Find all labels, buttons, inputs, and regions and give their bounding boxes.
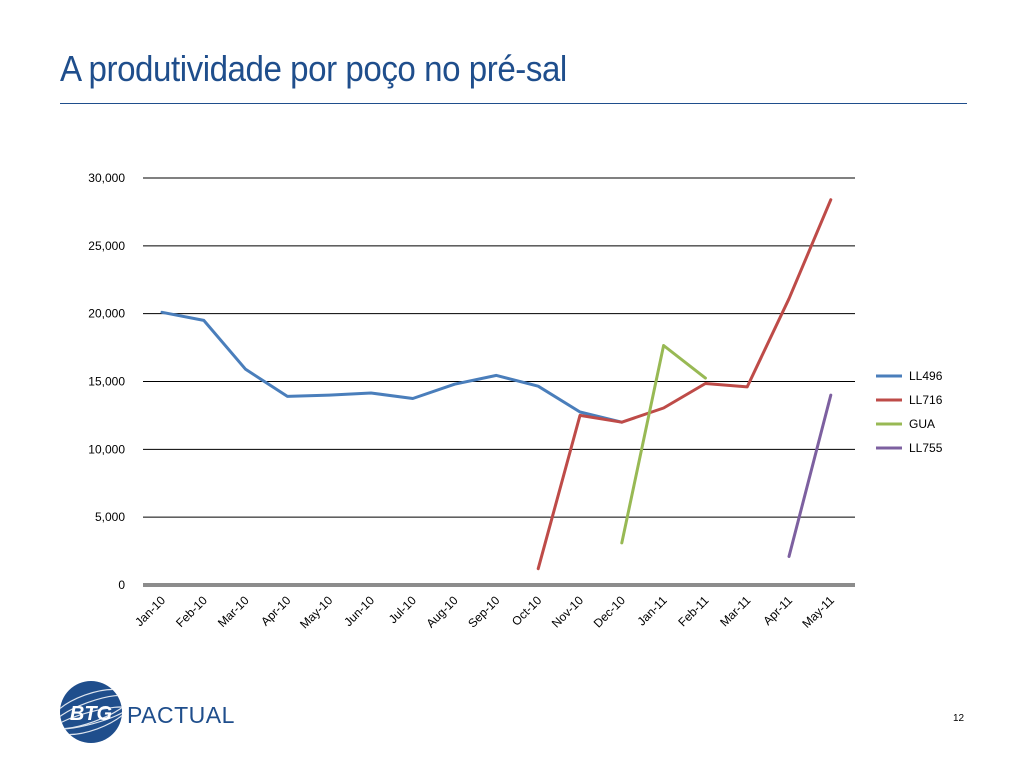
y-tick-label: 30,000 [88,171,125,185]
x-tick-label: Jun-10 [341,593,377,629]
x-tick-label: Nov-10 [549,593,586,630]
chart-legend: LL496 LL716 GUA LL755 [876,369,943,455]
x-axis: Jan-10 Feb-10 Mar-10 Apr-10 May-10 Jun-10 Jul-… [132,593,837,631]
x-tick-label: Mar-11 [717,593,753,629]
legend-label: LL716 [909,393,943,407]
x-tick-label: Sep-10 [465,593,502,630]
chart-series [160,198,833,571]
x-tick-label: Mar-10 [215,593,252,630]
y-tick-label: 25,000 [88,239,125,253]
title-divider [60,103,967,104]
x-tick-label: Jan-10 [132,593,168,629]
x-tick-label: Oct-10 [509,593,545,629]
x-tick-label: Dec-10 [591,593,628,630]
logo-word: PACTUAL [127,702,235,728]
chart-gridlines [143,177,855,587]
legend-label: LL496 [909,369,943,383]
logo-mark-text: BTG [70,703,112,725]
slide-title: A produtividade por poço no pré-sal [60,48,567,89]
series-line-ll496 [160,310,624,424]
page-number: 12 [953,713,965,724]
x-tick-label: May-11 [799,593,837,631]
legend-label: GUA [909,417,935,431]
btg-pactual-logo: BTG PACTUAL [60,681,235,743]
x-tick-label: Apr-11 [760,593,795,628]
y-tick-label: 20,000 [88,307,125,321]
legend-label: LL755 [909,441,943,455]
line-chart: 0 5,000 10,000 15,000 20,000 25,000 30,000 Jan… [88,171,943,631]
x-tick-label: Apr-10 [258,593,294,629]
y-tick-label: 15,000 [88,375,125,389]
x-tick-label: Aug-10 [423,593,460,630]
x-tick-label: Jul-10 [386,593,419,626]
series-line-ll755 [787,393,833,558]
series-line-gua [620,344,707,545]
x-tick-label: May-10 [297,593,335,631]
x-tick-label: Jan-11 [634,593,669,628]
y-tick-label: 0 [118,578,125,592]
x-tick-label: Feb-11 [675,593,711,629]
y-tick-label: 10,000 [88,442,125,456]
y-axis: 0 5,000 10,000 15,000 20,000 25,000 30,000 [88,171,125,592]
x-tick-label: Feb-10 [173,593,210,630]
series-line-ll716 [536,198,833,571]
y-tick-label: 5,000 [95,510,125,524]
